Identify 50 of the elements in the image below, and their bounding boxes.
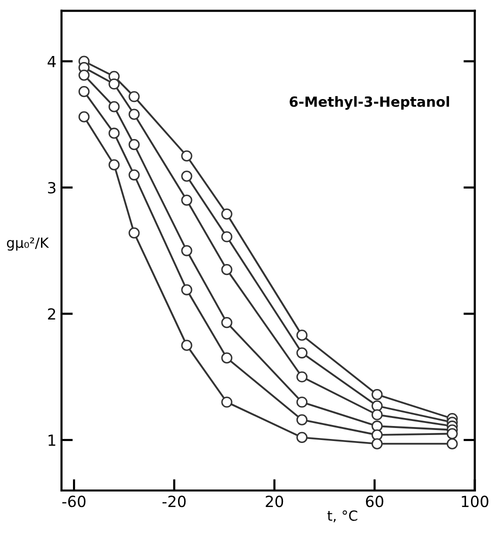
point xyxy=(181,284,192,296)
point xyxy=(296,396,308,408)
point xyxy=(221,208,232,220)
point xyxy=(372,429,383,440)
point xyxy=(128,169,140,180)
point xyxy=(181,150,192,162)
point xyxy=(78,86,90,98)
point xyxy=(108,78,120,90)
point xyxy=(296,347,308,358)
point xyxy=(221,264,232,276)
point xyxy=(296,432,308,444)
y-tick-label: 1 xyxy=(48,434,56,446)
point xyxy=(181,245,192,256)
point xyxy=(372,400,383,412)
point xyxy=(128,108,140,120)
point xyxy=(108,159,120,170)
point xyxy=(221,352,232,364)
point xyxy=(128,139,140,150)
y-tick-label: 4 xyxy=(48,56,56,68)
point xyxy=(221,317,232,328)
point xyxy=(181,170,192,182)
point xyxy=(181,194,192,206)
x-tick-label: 100 xyxy=(462,496,488,508)
point xyxy=(78,70,90,81)
x-tick-label: -60 xyxy=(62,496,86,508)
point xyxy=(296,371,308,382)
y-tick-label: 2 xyxy=(48,308,56,320)
point xyxy=(221,231,232,242)
point xyxy=(78,111,90,122)
point xyxy=(446,428,458,440)
point xyxy=(128,91,140,102)
y-tick-label: 3 xyxy=(48,182,56,194)
x-axis-title: t, °C xyxy=(327,510,358,522)
point xyxy=(446,438,458,450)
annotation: 6-Methyl-3-Heptanol xyxy=(290,96,450,110)
point xyxy=(296,330,308,341)
point xyxy=(108,101,120,112)
point xyxy=(372,438,383,450)
point xyxy=(181,340,192,351)
point xyxy=(296,414,308,426)
point xyxy=(221,396,232,408)
point xyxy=(128,227,140,239)
x-tick-label: 20 xyxy=(266,496,284,508)
point xyxy=(108,128,120,139)
y-axis-title: gμ₀²/K xyxy=(6,237,50,251)
x-tick-label: -20 xyxy=(162,496,186,508)
x-tick-label: 60 xyxy=(366,496,384,508)
point xyxy=(372,388,383,400)
point xyxy=(372,420,383,432)
point xyxy=(372,409,383,420)
